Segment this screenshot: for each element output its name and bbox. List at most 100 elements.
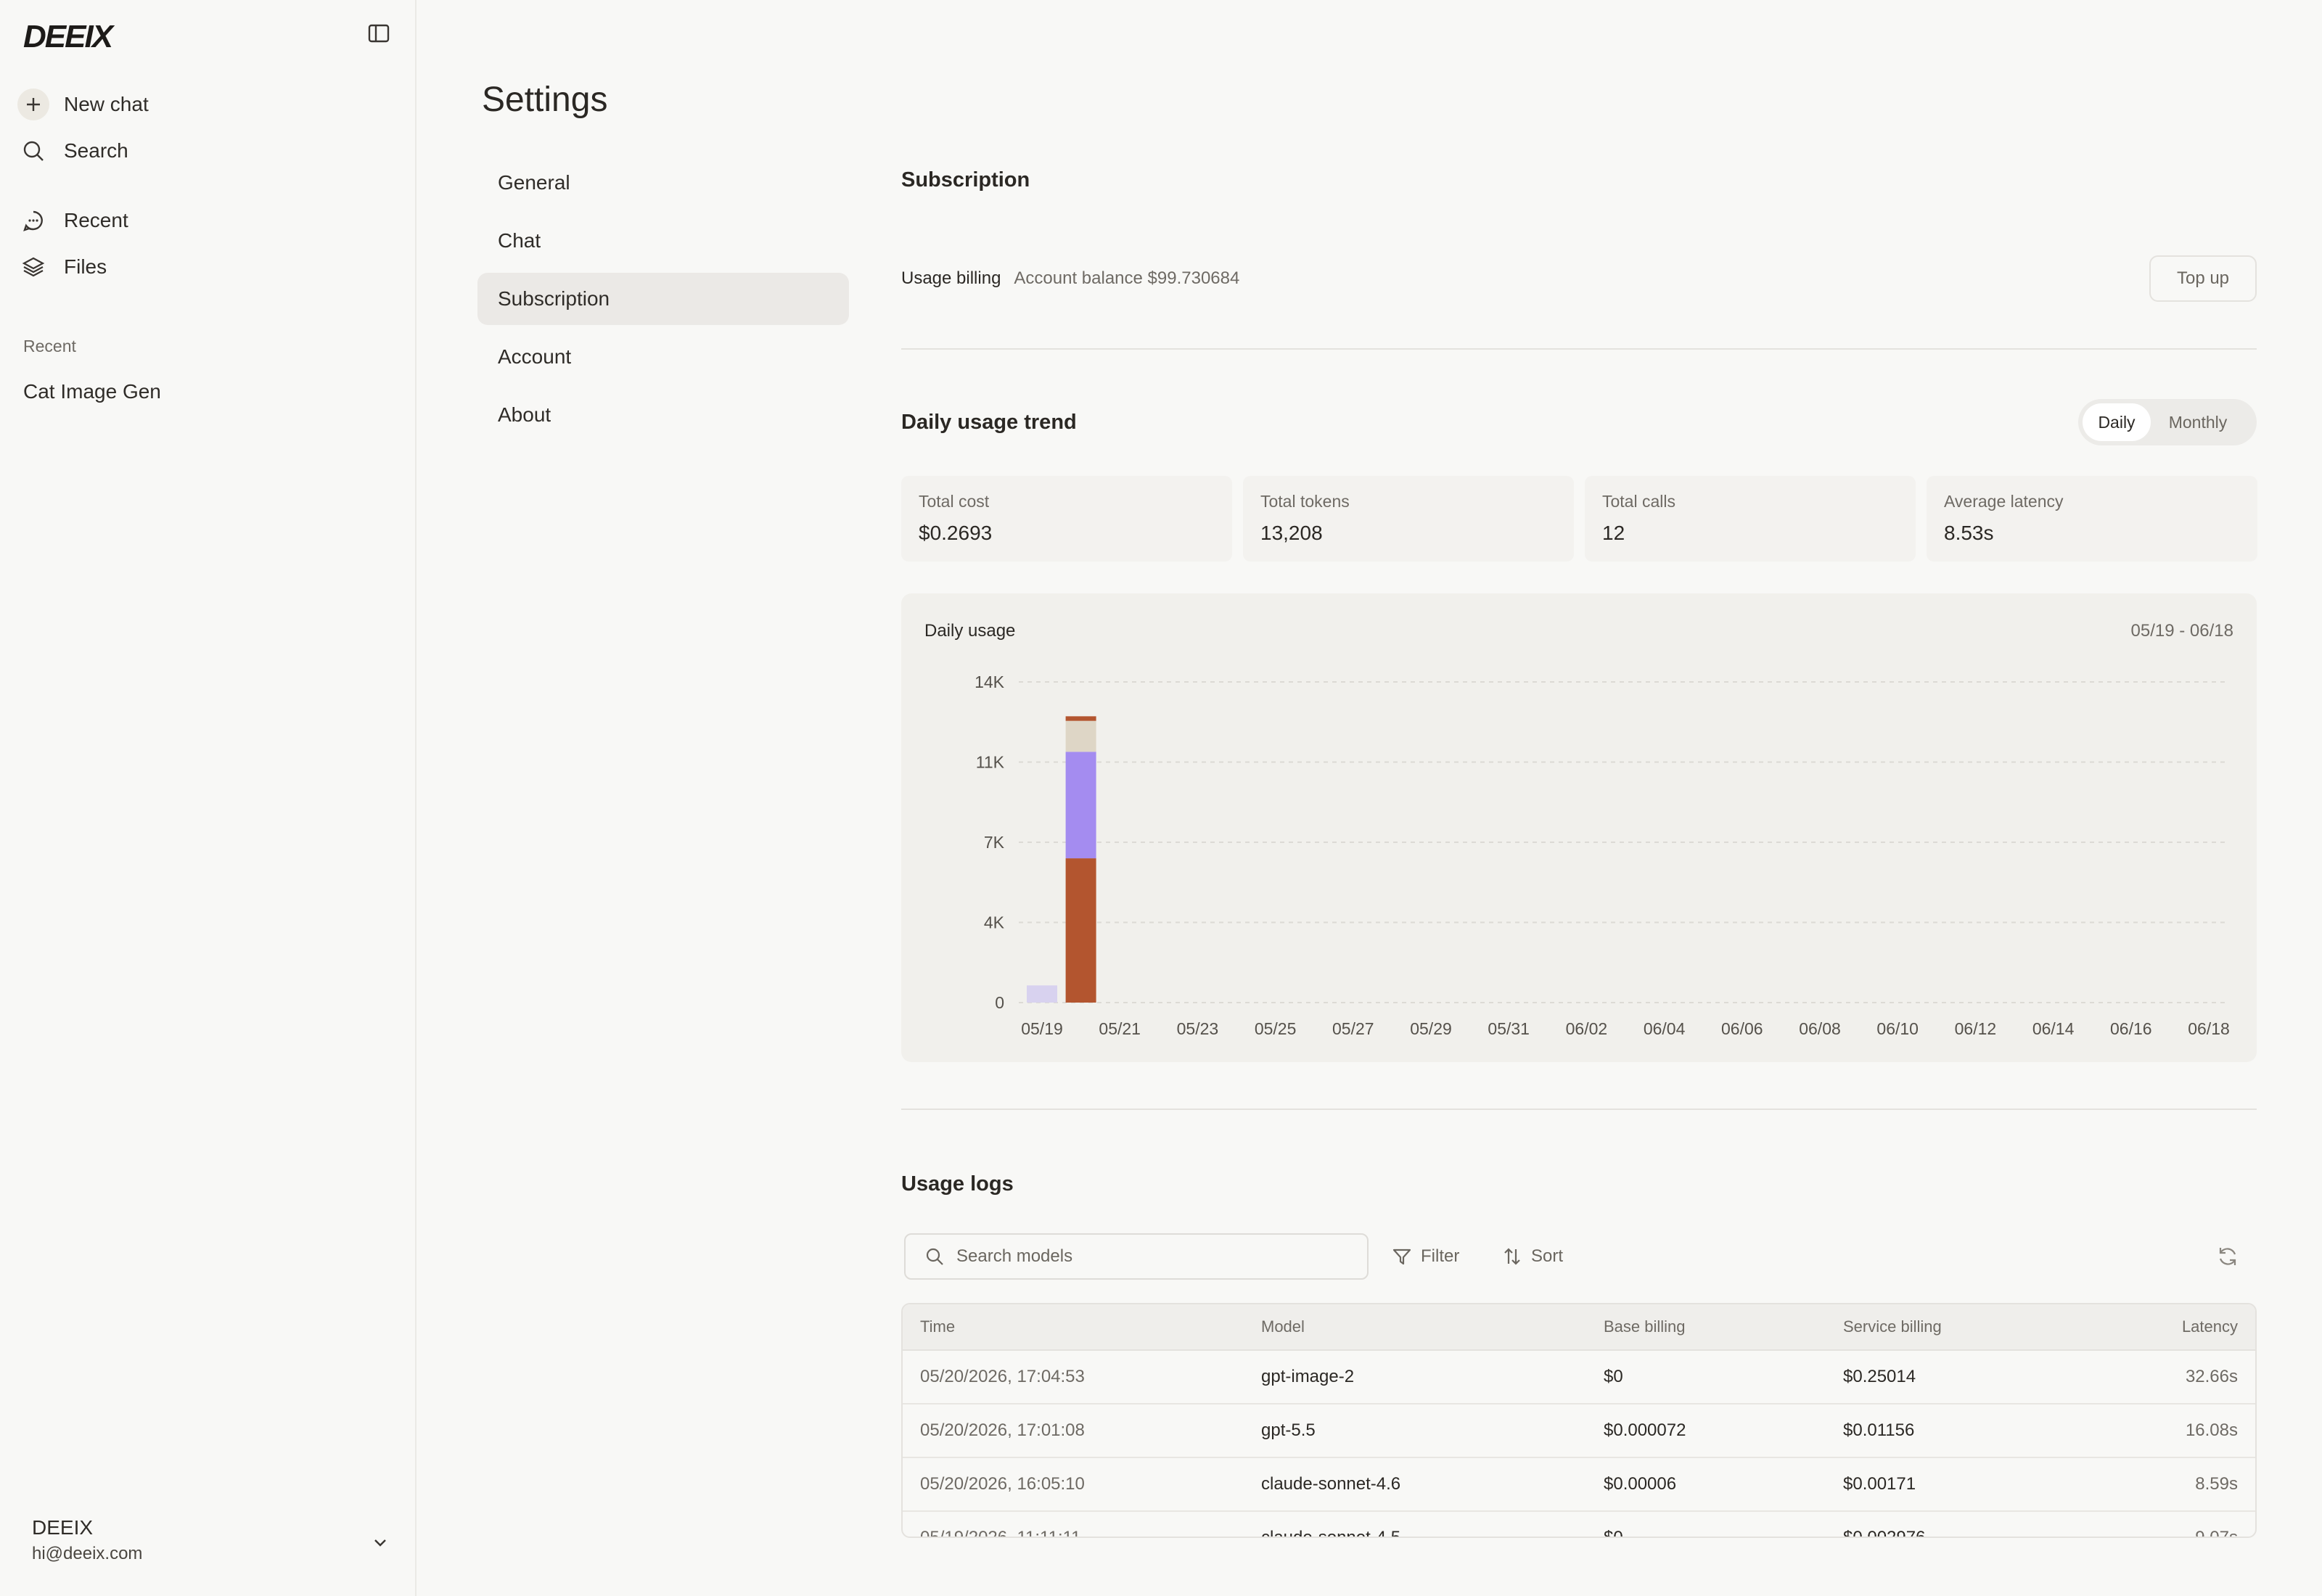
x-tick-label: 05/23 <box>1177 1019 1219 1038</box>
table-row[interactable]: 05/20/2026, 16:05:10 claude-sonnet-4.6 $… <box>903 1458 2255 1512</box>
app-logo[interactable]: DEEIX <box>23 19 113 54</box>
x-tick-label: 06/06 <box>1721 1019 1763 1038</box>
search-icon <box>17 135 49 167</box>
filter-button[interactable]: Filter <box>1392 1241 1459 1272</box>
y-tick-label: 14K <box>975 672 1005 691</box>
cell-time: 05/19/2026, 11:11:11 <box>920 1528 1081 1538</box>
bar-segment[interactable] <box>1065 858 1096 1003</box>
column-header-base-billing[interactable]: Base billing <box>1604 1317 1686 1336</box>
toggle-monthly[interactable]: Monthly <box>2168 412 2228 432</box>
search-button[interactable]: Search <box>17 132 128 170</box>
y-tick-label: 7K <box>984 833 1005 852</box>
y-tick-label: 4K <box>984 913 1005 932</box>
x-tick-label: 06/12 <box>1955 1019 1997 1038</box>
sidebar-item-recent[interactable]: Recent <box>17 202 128 239</box>
filter-icon <box>1392 1249 1411 1265</box>
recent-chat-item[interactable]: Cat Image Gen <box>23 380 161 403</box>
top-up-button[interactable]: Top up <box>2149 255 2257 302</box>
x-tick-label: 05/27 <box>1332 1019 1374 1038</box>
settings-nav-subscription[interactable]: Subscription <box>477 273 849 325</box>
cell-base-billing: $0.00006 <box>1604 1474 1677 1494</box>
x-tick-label: 05/31 <box>1488 1019 1530 1038</box>
stat-label: Total tokens <box>1260 492 1350 511</box>
new-chat-button[interactable]: New chat <box>17 86 149 123</box>
x-tick-label: 06/08 <box>1799 1019 1841 1038</box>
search-icon <box>924 1246 945 1267</box>
table-header: Time Model Base billing Service billing … <box>903 1304 2255 1351</box>
x-tick-label: 05/29 <box>1410 1019 1452 1038</box>
daily-usage-chart: Daily usage 05/19 - 06/18 14K 11K 7K 4K 0 05/… <box>901 593 2257 1062</box>
column-header-service-billing[interactable]: Service billing <box>1843 1317 1942 1336</box>
refresh-icon[interactable] <box>2216 1245 2239 1268</box>
x-tick-label: 06/14 <box>2032 1019 2075 1038</box>
chart-title: Daily usage <box>924 621 1016 641</box>
table-row[interactable]: 05/19/2026, 11:11:11 claude-sonnet-4.5 $… <box>903 1512 2255 1538</box>
settings-nav-account[interactable]: Account <box>498 345 572 368</box>
chat-bubble-icon <box>17 205 49 236</box>
y-tick-label: 11K <box>976 753 1005 772</box>
layers-icon <box>17 251 49 283</box>
user-menu[interactable]: DEEIX hi@deeix.com <box>32 1516 142 1564</box>
sidebar-toggle-icon[interactable] <box>367 22 390 45</box>
x-tick-label: 06/10 <box>1876 1019 1919 1038</box>
y-tick-label: 0 <box>995 993 1004 1012</box>
sidebar: DEEIX New chat Search Recent Files Recen… <box>0 0 417 1596</box>
recent-section-label: Recent <box>23 337 76 355</box>
stat-card-average-latency: Average latency 8.53s <box>1927 476 2257 562</box>
stat-card-total-tokens: Total tokens 13,208 <box>1243 476 1574 562</box>
files-label: Files <box>64 255 107 278</box>
sort-button[interactable]: Sort <box>1502 1241 1563 1272</box>
chevron-down-icon[interactable] <box>370 1532 390 1552</box>
sidebar-item-files[interactable]: Files <box>17 248 107 286</box>
cell-service-billing: $0.01156 <box>1843 1420 1915 1440</box>
usage-billing-label: Usage billing <box>901 268 1001 288</box>
stat-value: 12 <box>1602 522 1625 544</box>
cell-time: 05/20/2026, 16:05:10 <box>920 1474 1085 1494</box>
cell-latency: 32.66s <box>2185 1367 2238 1386</box>
bar-segment[interactable] <box>1065 716 1096 721</box>
column-header-latency[interactable]: Latency <box>2181 1317 2238 1336</box>
new-chat-label: New chat <box>64 93 149 115</box>
cell-latency: 9.07s <box>2195 1528 2238 1538</box>
stat-value: $0.2693 <box>919 522 993 544</box>
cell-base-billing: $0.000072 <box>1604 1420 1686 1440</box>
stat-value: 8.53s <box>1944 522 1994 544</box>
plus-icon <box>17 89 49 120</box>
filter-label: Filter <box>1421 1246 1460 1266</box>
cell-model: gpt-5.5 <box>1261 1420 1316 1440</box>
cell-base-billing: $0 <box>1604 1367 1623 1386</box>
column-header-time[interactable]: Time <box>920 1317 956 1336</box>
usage-billing-row: Usage billing Account balance $99.730684 <box>901 268 2257 289</box>
divider <box>901 348 2257 350</box>
page-title: Settings <box>482 81 608 119</box>
cell-model: claude-sonnet-4.5 <box>1261 1528 1401 1538</box>
bar-segment[interactable] <box>1065 752 1096 859</box>
account-balance: Account balance $99.730684 <box>1014 268 1240 288</box>
column-header-model[interactable]: Model <box>1261 1317 1305 1336</box>
settings-nav-general[interactable]: General <box>498 171 570 194</box>
cell-time: 05/20/2026, 17:01:08 <box>920 1420 1085 1440</box>
chart-plot: 14K 11K 7K 4K 0 05/19 05/21 05/23 05/25 05/27 05/2… <box>975 672 2230 1038</box>
search-label: Search <box>64 139 128 162</box>
search-models-input[interactable]: Search models <box>904 1233 1369 1280</box>
toggle-daily[interactable]: Daily <box>2083 403 2151 441</box>
settings-nav-about[interactable]: About <box>498 403 551 426</box>
sort-label: Sort <box>1531 1246 1564 1266</box>
cell-model: gpt-image-2 <box>1261 1367 1355 1386</box>
period-toggle[interactable]: Daily Monthly <box>2078 399 2257 445</box>
table-row[interactable]: 05/20/2026, 17:01:08 gpt-5.5 $0.000072 $… <box>903 1404 2255 1458</box>
subscription-heading: Subscription <box>901 168 1030 192</box>
stat-label: Total calls <box>1602 492 1675 511</box>
cell-service-billing: $0.00171 <box>1843 1474 1916 1494</box>
bar-segment[interactable] <box>1027 985 1057 1003</box>
cell-model: claude-sonnet-4.6 <box>1261 1474 1401 1494</box>
table-row[interactable]: 05/20/2026, 17:04:53 gpt-image-2 $0 $0.2… <box>903 1351 2255 1404</box>
settings-nav-chat[interactable]: Chat <box>498 229 541 252</box>
cell-service-billing: $0.25014 <box>1843 1367 1916 1386</box>
bar-segment[interactable] <box>1065 720 1096 752</box>
user-name: DEEIX <box>32 1516 94 1539</box>
x-tick-label: 05/25 <box>1255 1019 1297 1038</box>
daily-usage-trend-heading: Daily usage trend <box>901 411 1077 434</box>
x-tick-label: 05/21 <box>1099 1019 1141 1038</box>
x-tick-label: 06/04 <box>1644 1019 1686 1038</box>
